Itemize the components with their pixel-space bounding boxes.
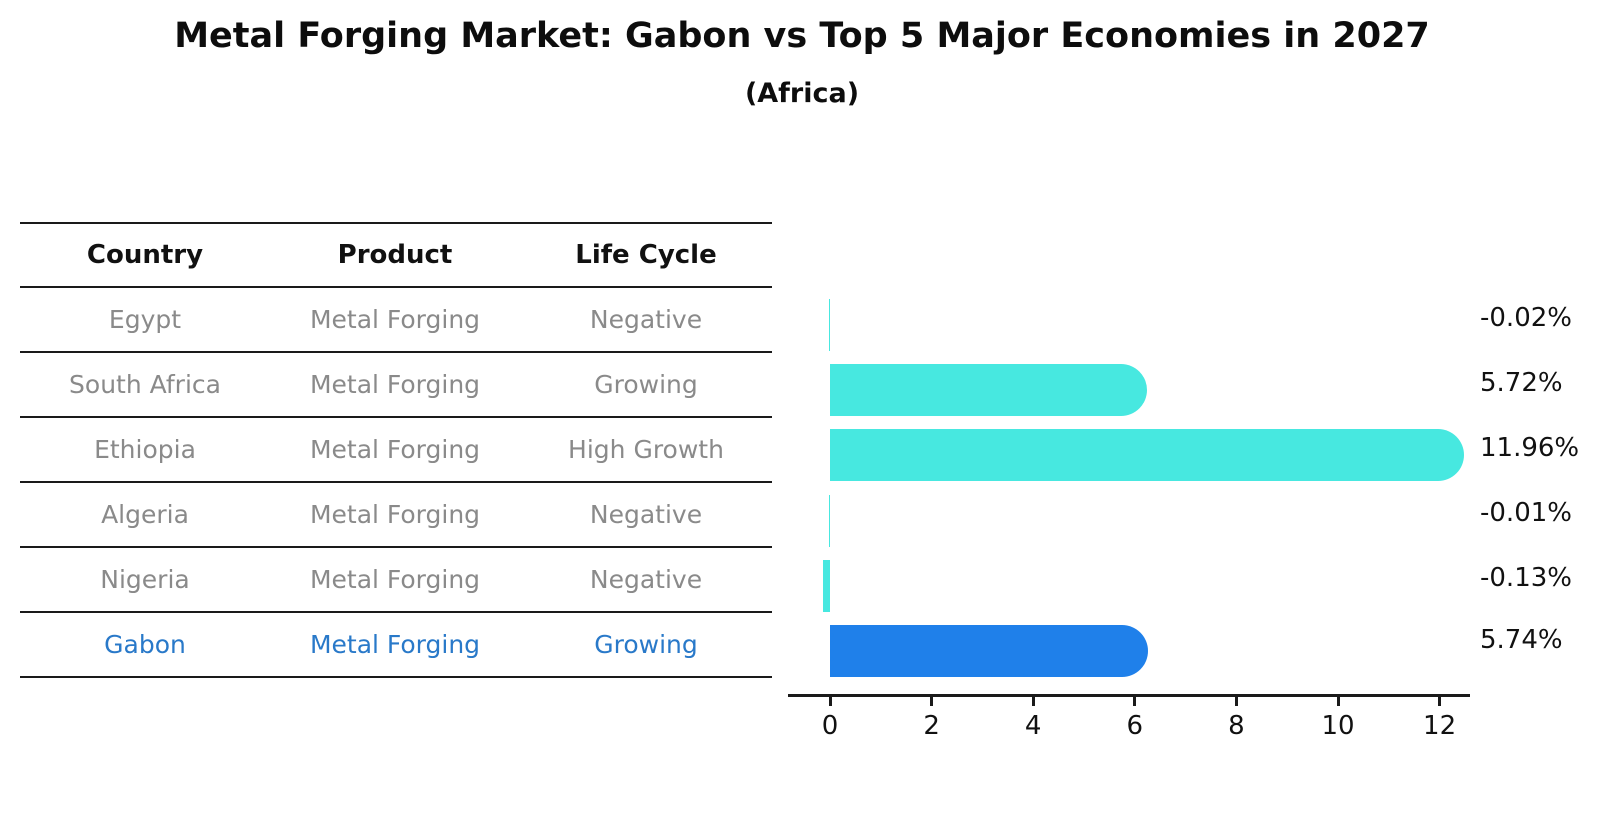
- x-axis-line: [788, 694, 1470, 697]
- bar-south-africa: [830, 364, 1147, 417]
- cell-life-cycle: Growing: [594, 370, 698, 399]
- cell-product: Metal Forging: [309, 500, 481, 529]
- table-row-egypt: Egypt Metal Forging Negative: [20, 287, 772, 352]
- x-tick-label: 8: [1228, 711, 1245, 741]
- x-tick-label: 12: [1423, 711, 1457, 741]
- column-header-country: Country: [86, 240, 204, 270]
- cell-product: Metal Forging: [309, 565, 481, 594]
- value-label-egypt: -0.02%: [1480, 303, 1572, 333]
- cell-country: Nigeria: [100, 565, 190, 594]
- cell-life-cycle: High Growth: [568, 435, 724, 464]
- table-row-south-africa: South Africa Metal Forging Growing: [20, 352, 772, 417]
- bar-nigeria: [823, 559, 830, 612]
- value-label-nigeria: -0.13%: [1480, 563, 1572, 593]
- cell-product: Metal Forging: [309, 370, 481, 399]
- table-header-row: Country Product Life Cycle: [20, 223, 772, 287]
- x-tick-label: 10: [1321, 711, 1355, 741]
- cell-country: Ethiopia: [94, 435, 196, 464]
- cell-product: Metal Forging: [309, 305, 481, 334]
- cell-life-cycle: Negative: [589, 500, 703, 529]
- x-tick-label: 6: [1126, 711, 1144, 741]
- table-row-nigeria: Nigeria Metal Forging Negative: [20, 547, 772, 612]
- x-tick-mark: [1336, 697, 1340, 706]
- x-tick-mark: [1438, 697, 1442, 706]
- cell-country: Gabon: [104, 630, 186, 659]
- value-label-ethiopia: 11.96%: [1480, 433, 1580, 463]
- cell-life-cycle: Growing: [594, 630, 698, 659]
- cell-life-cycle: Negative: [589, 565, 703, 594]
- table-row-gabon-highlighted: Gabon Metal Forging Growing: [20, 612, 772, 677]
- cell-product: Metal Forging: [309, 435, 481, 464]
- value-label-algeria: -0.01%: [1480, 498, 1572, 528]
- chart-subtitle: (Africa): [744, 78, 860, 109]
- value-label-gabon: 5.74%: [1480, 625, 1563, 655]
- x-tick-label: 4: [1024, 711, 1042, 741]
- x-tick-label: 0: [821, 711, 839, 741]
- x-tick-mark: [1133, 697, 1137, 706]
- x-tick-mark: [1234, 697, 1238, 706]
- x-tick-mark: [1031, 697, 1035, 706]
- x-tick-mark: [930, 697, 934, 706]
- table-row-ethiopia: Ethiopia Metal Forging High Growth: [20, 417, 772, 482]
- cell-country: Algeria: [101, 500, 189, 529]
- x-tick-label: 2: [923, 711, 940, 741]
- bar-gabon: [830, 625, 1148, 677]
- bar-egypt: [828, 299, 830, 351]
- value-label-south-africa: 5.72%: [1480, 368, 1563, 398]
- cell-life-cycle: Negative: [589, 305, 703, 334]
- column-header-product: Product: [337, 240, 453, 270]
- column-header-life-cycle: Life Cycle: [575, 240, 717, 270]
- chart-title: Metal Forging Market: Gabon vs Top 5 Maj…: [174, 16, 1430, 56]
- x-tick-mark: [828, 697, 832, 706]
- table-row-algeria: Algeria Metal Forging Negative: [20, 482, 772, 547]
- country-table: Country Product Life Cycle Egypt Metal F…: [20, 222, 772, 678]
- bar-ethiopia: [830, 429, 1464, 482]
- cell-country: South Africa: [69, 370, 221, 399]
- cell-product: Metal Forging: [309, 630, 481, 659]
- bar-algeria: [828, 494, 830, 547]
- cell-country: Egypt: [108, 305, 182, 334]
